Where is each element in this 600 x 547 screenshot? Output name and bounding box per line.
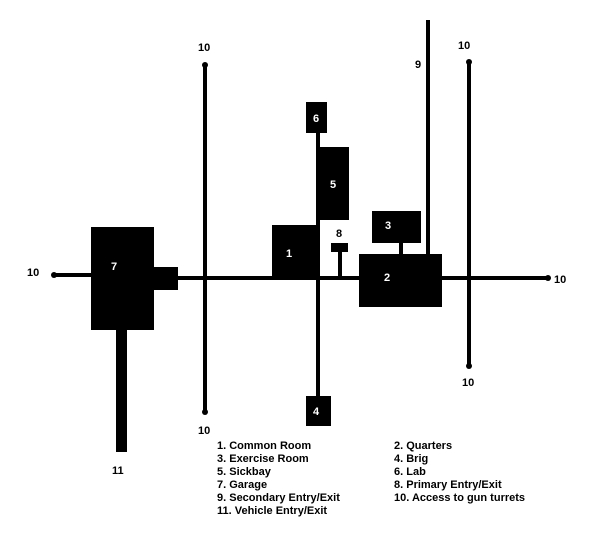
turret-node-west [51,272,57,278]
room-label-4: 4 [313,406,320,418]
garage-annex [153,267,178,290]
turret-label-south-west: 10 [198,425,210,437]
room-garage[interactable] [91,227,154,330]
room-exercise-room[interactable] [372,211,421,243]
room-brig[interactable] [306,396,331,426]
turret-node-north-east [466,59,472,65]
room-label-3: 3 [385,220,391,232]
turret-label-east: 10 [554,274,566,286]
room-label-2: 2 [384,272,390,284]
room-label-1: 1 [286,248,292,260]
secondary-entry-label: 9 [415,59,421,71]
turret-label-north-east: 10 [458,40,470,52]
legend-item: 2. Quarters [394,440,453,452]
corridor-secondary-entry [426,20,430,256]
corridor-primary-entry [338,250,342,278]
corridor-vehicle-entry [116,328,127,452]
legend-item: 4. Brig [394,453,429,465]
corridor-west-turret [53,273,93,277]
legend-item: 7. Garage [217,479,268,491]
legend-item: 3. Exercise Room [217,453,309,465]
legend-right-column: 2. Quarters 4. Brig 6. Lab 8. Primary En… [394,440,525,505]
room-sickbay[interactable] [320,147,349,220]
room-label-7: 7 [111,261,117,273]
legend-item: 6. Lab [394,466,426,478]
turret-node-south-west [202,409,208,415]
room-lab[interactable] [306,102,327,133]
primary-entry[interactable] [331,243,348,252]
legend-item: 10. Access to gun turrets [394,492,526,504]
legend-item: 5. Sickbay [217,466,271,478]
corridor-turret-east-vertical [467,62,471,367]
legend-item: 8. Primary Entry/Exit [394,479,502,491]
room-common-room[interactable] [272,225,319,278]
legend-left-column: 1. Common Room 3. Exercise Room 5. Sickb… [217,440,340,518]
legend-item: 1. Common Room [217,440,312,452]
room-label-6: 6 [313,113,319,125]
corridor-exercise-room [399,242,403,256]
legend-item: 9. Secondary Entry/Exit [217,492,340,504]
corridor-turret-west-vertical [203,65,207,412]
room-label-5: 5 [330,179,336,191]
turret-label-north-west: 10 [198,42,210,54]
turret-node-south-east [466,363,472,369]
vehicle-entry-label: 11 [112,465,124,477]
turret-node-east [545,275,551,281]
turret-label-south-east: 10 [462,377,474,389]
turret-label-west: 10 [27,267,39,279]
room-label-8: 8 [336,228,342,240]
turret-node-north-west [202,62,208,68]
room-quarters[interactable] [359,254,442,307]
legend-item: 11. Vehicle Entry/Exit [217,505,328,517]
